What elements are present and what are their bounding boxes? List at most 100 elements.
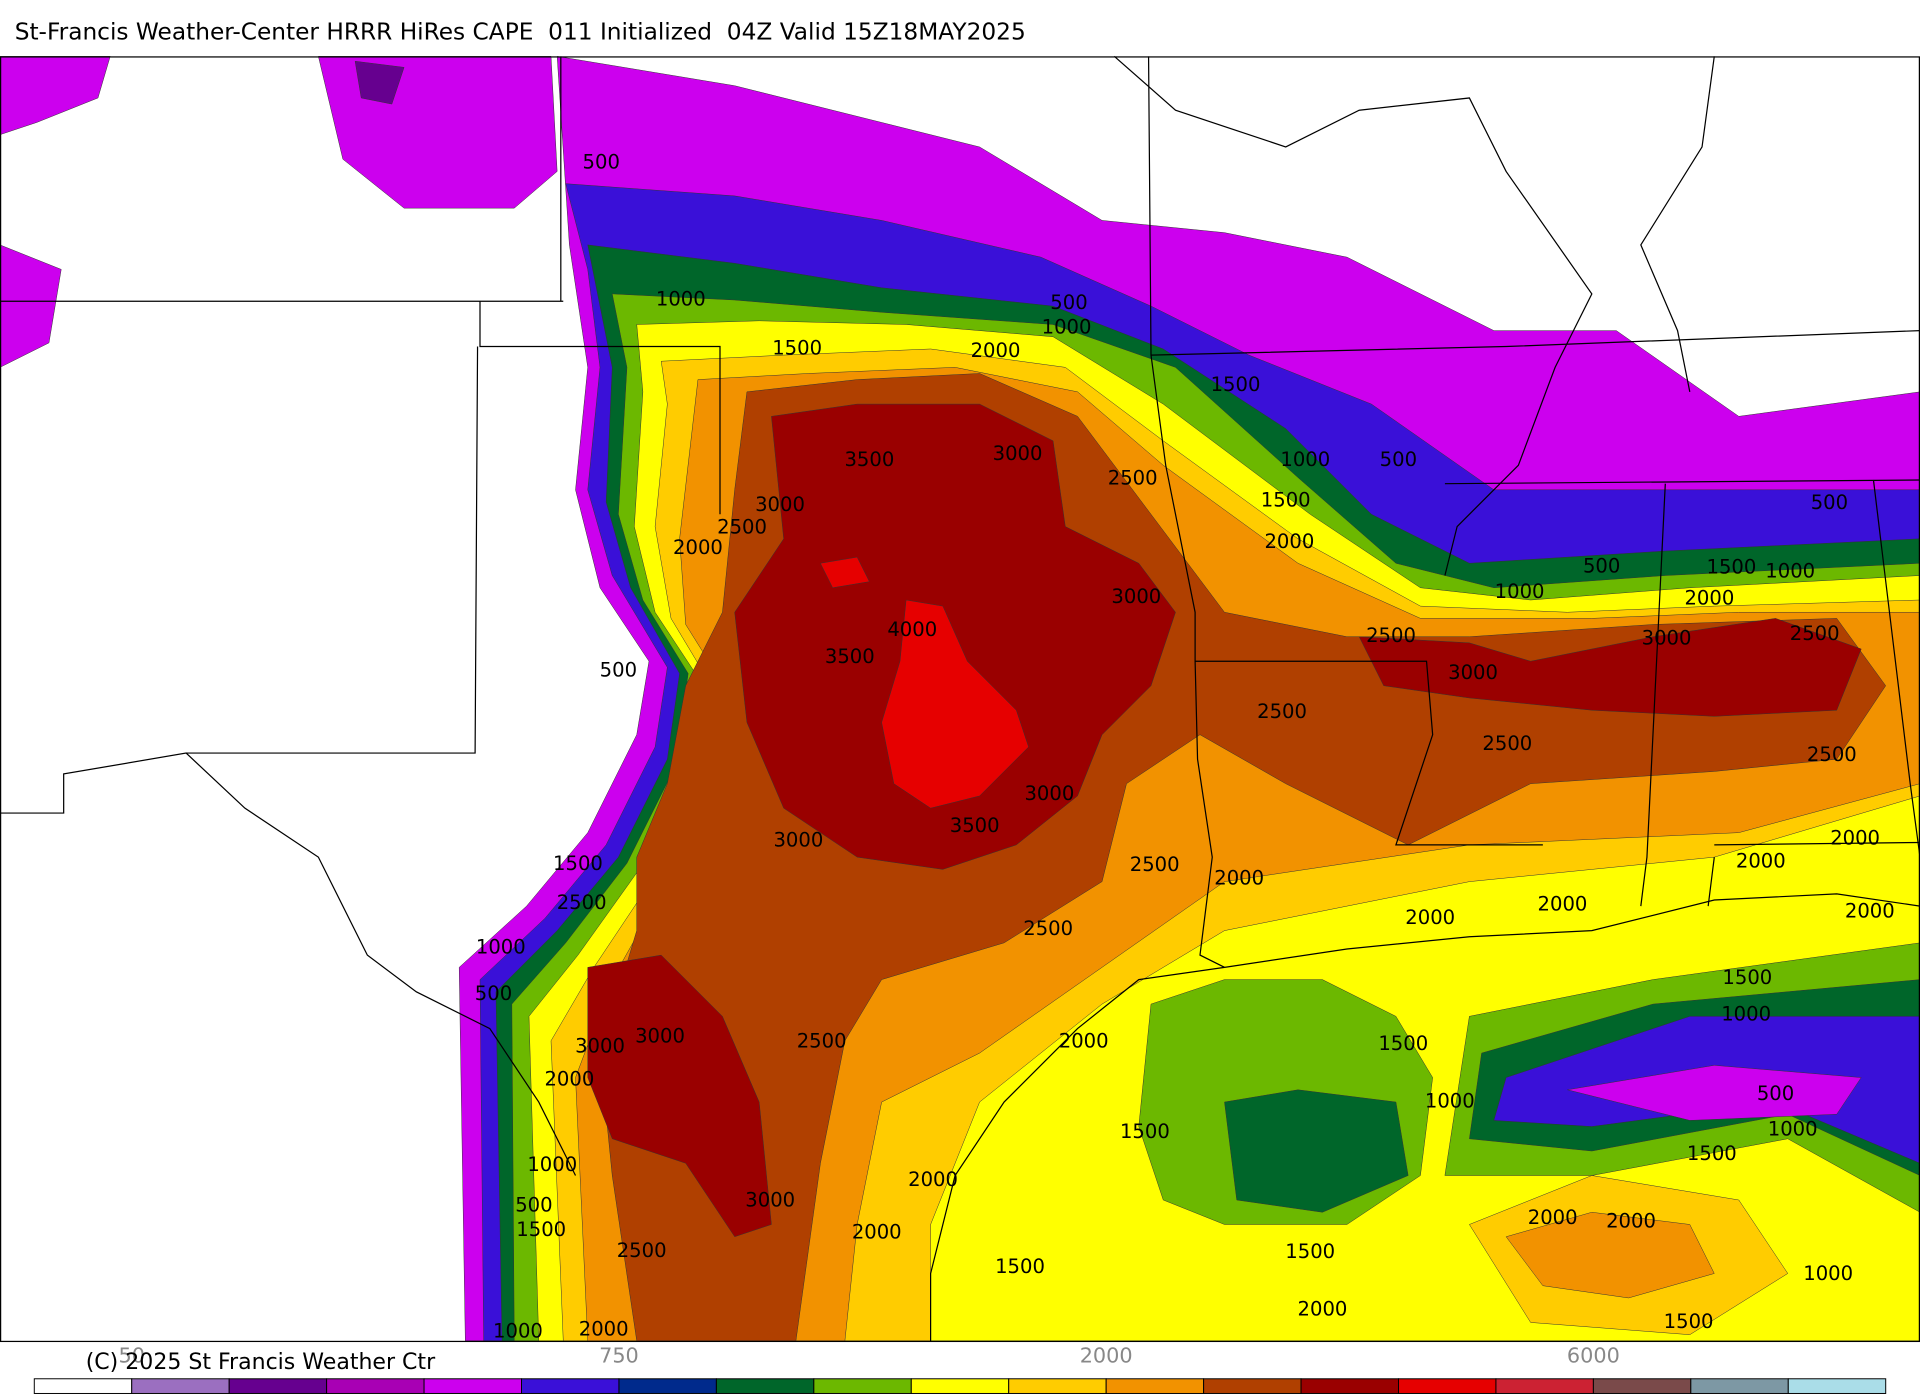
cape-region <box>1224 1089 1409 1213</box>
contour-label: 500 <box>1811 491 1848 514</box>
cape-region <box>0 244 62 368</box>
contour-label: 2000 <box>1845 900 1895 923</box>
contour-label: 1500 <box>1120 1120 1170 1143</box>
contour-label: 1500 <box>1261 488 1311 511</box>
border <box>1640 56 1715 392</box>
contour-label: 1000 <box>656 288 706 311</box>
cape-field <box>0 56 1920 1342</box>
contour-label: 3000 <box>1448 661 1498 684</box>
border <box>1151 330 1920 356</box>
contour-label: 2000 <box>673 536 723 559</box>
colorbar: 50 750 2000 6000 <box>33 1344 1887 1394</box>
border <box>1113 55 1593 576</box>
contour-label: 2000 <box>908 1168 958 1191</box>
contour-label: 3000 <box>635 1025 685 1048</box>
contour-label: 3500 <box>844 448 894 471</box>
colorbar-label: 50 <box>118 1344 144 1368</box>
coastline <box>930 966 1225 1341</box>
contour-label: 1000 <box>527 1153 577 1176</box>
contour-label: 1000 <box>1495 580 1545 603</box>
border <box>1714 841 1920 846</box>
contour-label: 2500 <box>797 1030 847 1053</box>
contour-label: 1000 <box>1803 1262 1853 1285</box>
border <box>0 752 577 1176</box>
contour-label: 2500 <box>717 515 767 538</box>
colorbar-swatch <box>1008 1378 1107 1394</box>
contour-label: 3500 <box>825 645 875 668</box>
contour-label: 500 <box>600 659 637 682</box>
contour-label: 1000 <box>476 935 526 958</box>
contour-label: 3000 <box>1642 627 1692 650</box>
border <box>1640 483 1666 907</box>
contour-label: 1500 <box>553 852 603 875</box>
contour-label: 2000 <box>971 339 1021 362</box>
contour-label: 2500 <box>617 1239 667 1262</box>
contour-label: 2500 <box>1108 466 1158 489</box>
contour-label: 2000 <box>1606 1210 1656 1233</box>
border <box>1194 661 1225 968</box>
cape-region <box>1505 1211 1715 1299</box>
contour-label: 2000 <box>1059 1030 1109 1053</box>
colorbar-label: 750 <box>599 1344 639 1368</box>
contour-label: 2000 <box>579 1317 629 1340</box>
colorbar-swatch <box>910 1378 1010 1394</box>
contour-label: 1500 <box>1211 373 1261 396</box>
contour-label: 1000 <box>493 1320 543 1343</box>
contour-label: 1000 <box>1768 1118 1818 1141</box>
contour-label: 1500 <box>1722 966 1772 989</box>
contour-label: 3000 <box>993 442 1043 465</box>
copyright: (C) 2025 St Francis Weather Ctr <box>86 1350 436 1375</box>
contour-label: 2000 <box>1298 1298 1348 1321</box>
contour-label: 1500 <box>995 1255 1045 1278</box>
colorbar-swatch <box>1398 1378 1497 1394</box>
contour-label: 3000 <box>1024 782 1074 805</box>
cape-region <box>587 954 772 1238</box>
state-borders <box>0 55 1920 1341</box>
border <box>1872 479 1920 858</box>
cape-region <box>1567 1065 1862 1121</box>
border <box>1444 479 1920 485</box>
contour-label: 2000 <box>1538 892 1588 915</box>
contour-label: 1000 <box>1765 559 1815 582</box>
contour-label: 2000 <box>1214 867 1264 890</box>
contour-label: 500 <box>1050 291 1087 314</box>
colorbar-label: 6000 <box>1567 1344 1620 1368</box>
colorbar-swatch <box>1592 1378 1692 1394</box>
contour-label: 3000 <box>745 1189 795 1212</box>
cape-region <box>820 556 870 589</box>
contour-label: 4000 <box>887 618 937 641</box>
contour-label: 1000 <box>1425 1090 1475 1113</box>
contour-label: 3000 <box>1111 585 1161 608</box>
contour-label: 500 <box>1757 1082 1794 1105</box>
contour-label: 2500 <box>1257 700 1307 723</box>
contour-label: 1000 <box>1280 448 1330 471</box>
colorbar-swatch <box>1495 1378 1594 1394</box>
cape-region <box>881 599 1029 809</box>
contour-label: 2000 <box>1684 586 1734 609</box>
contour-label: 500 <box>583 150 620 173</box>
border <box>479 301 721 515</box>
border <box>1707 857 1715 907</box>
colorbar-swatch <box>423 1378 522 1394</box>
contour-label: 2000 <box>852 1221 902 1244</box>
contour-label: 3000 <box>773 829 823 852</box>
contour-label: 2500 <box>1807 743 1857 766</box>
colorbar-swatch <box>1203 1378 1302 1394</box>
contour-label: 1500 <box>516 1218 566 1241</box>
contour-label: 2000 <box>1830 826 1880 849</box>
contour-label: 2000 <box>544 1068 594 1091</box>
contour-label: 3000 <box>755 493 805 516</box>
contour-label: 1000 <box>1721 1003 1771 1026</box>
contour-label: 1500 <box>1285 1240 1335 1263</box>
contour-label: 2500 <box>557 891 607 914</box>
contour-label: 500 <box>515 1194 552 1217</box>
contour-label: 2500 <box>1130 853 1180 876</box>
contour-label: 500 <box>1583 554 1620 577</box>
contour-label: 1500 <box>1378 1032 1428 1055</box>
contour-label: 2000 <box>1264 530 1314 553</box>
contour-label: 2000 <box>1528 1206 1578 1229</box>
colorbar-swatch <box>228 1378 328 1394</box>
